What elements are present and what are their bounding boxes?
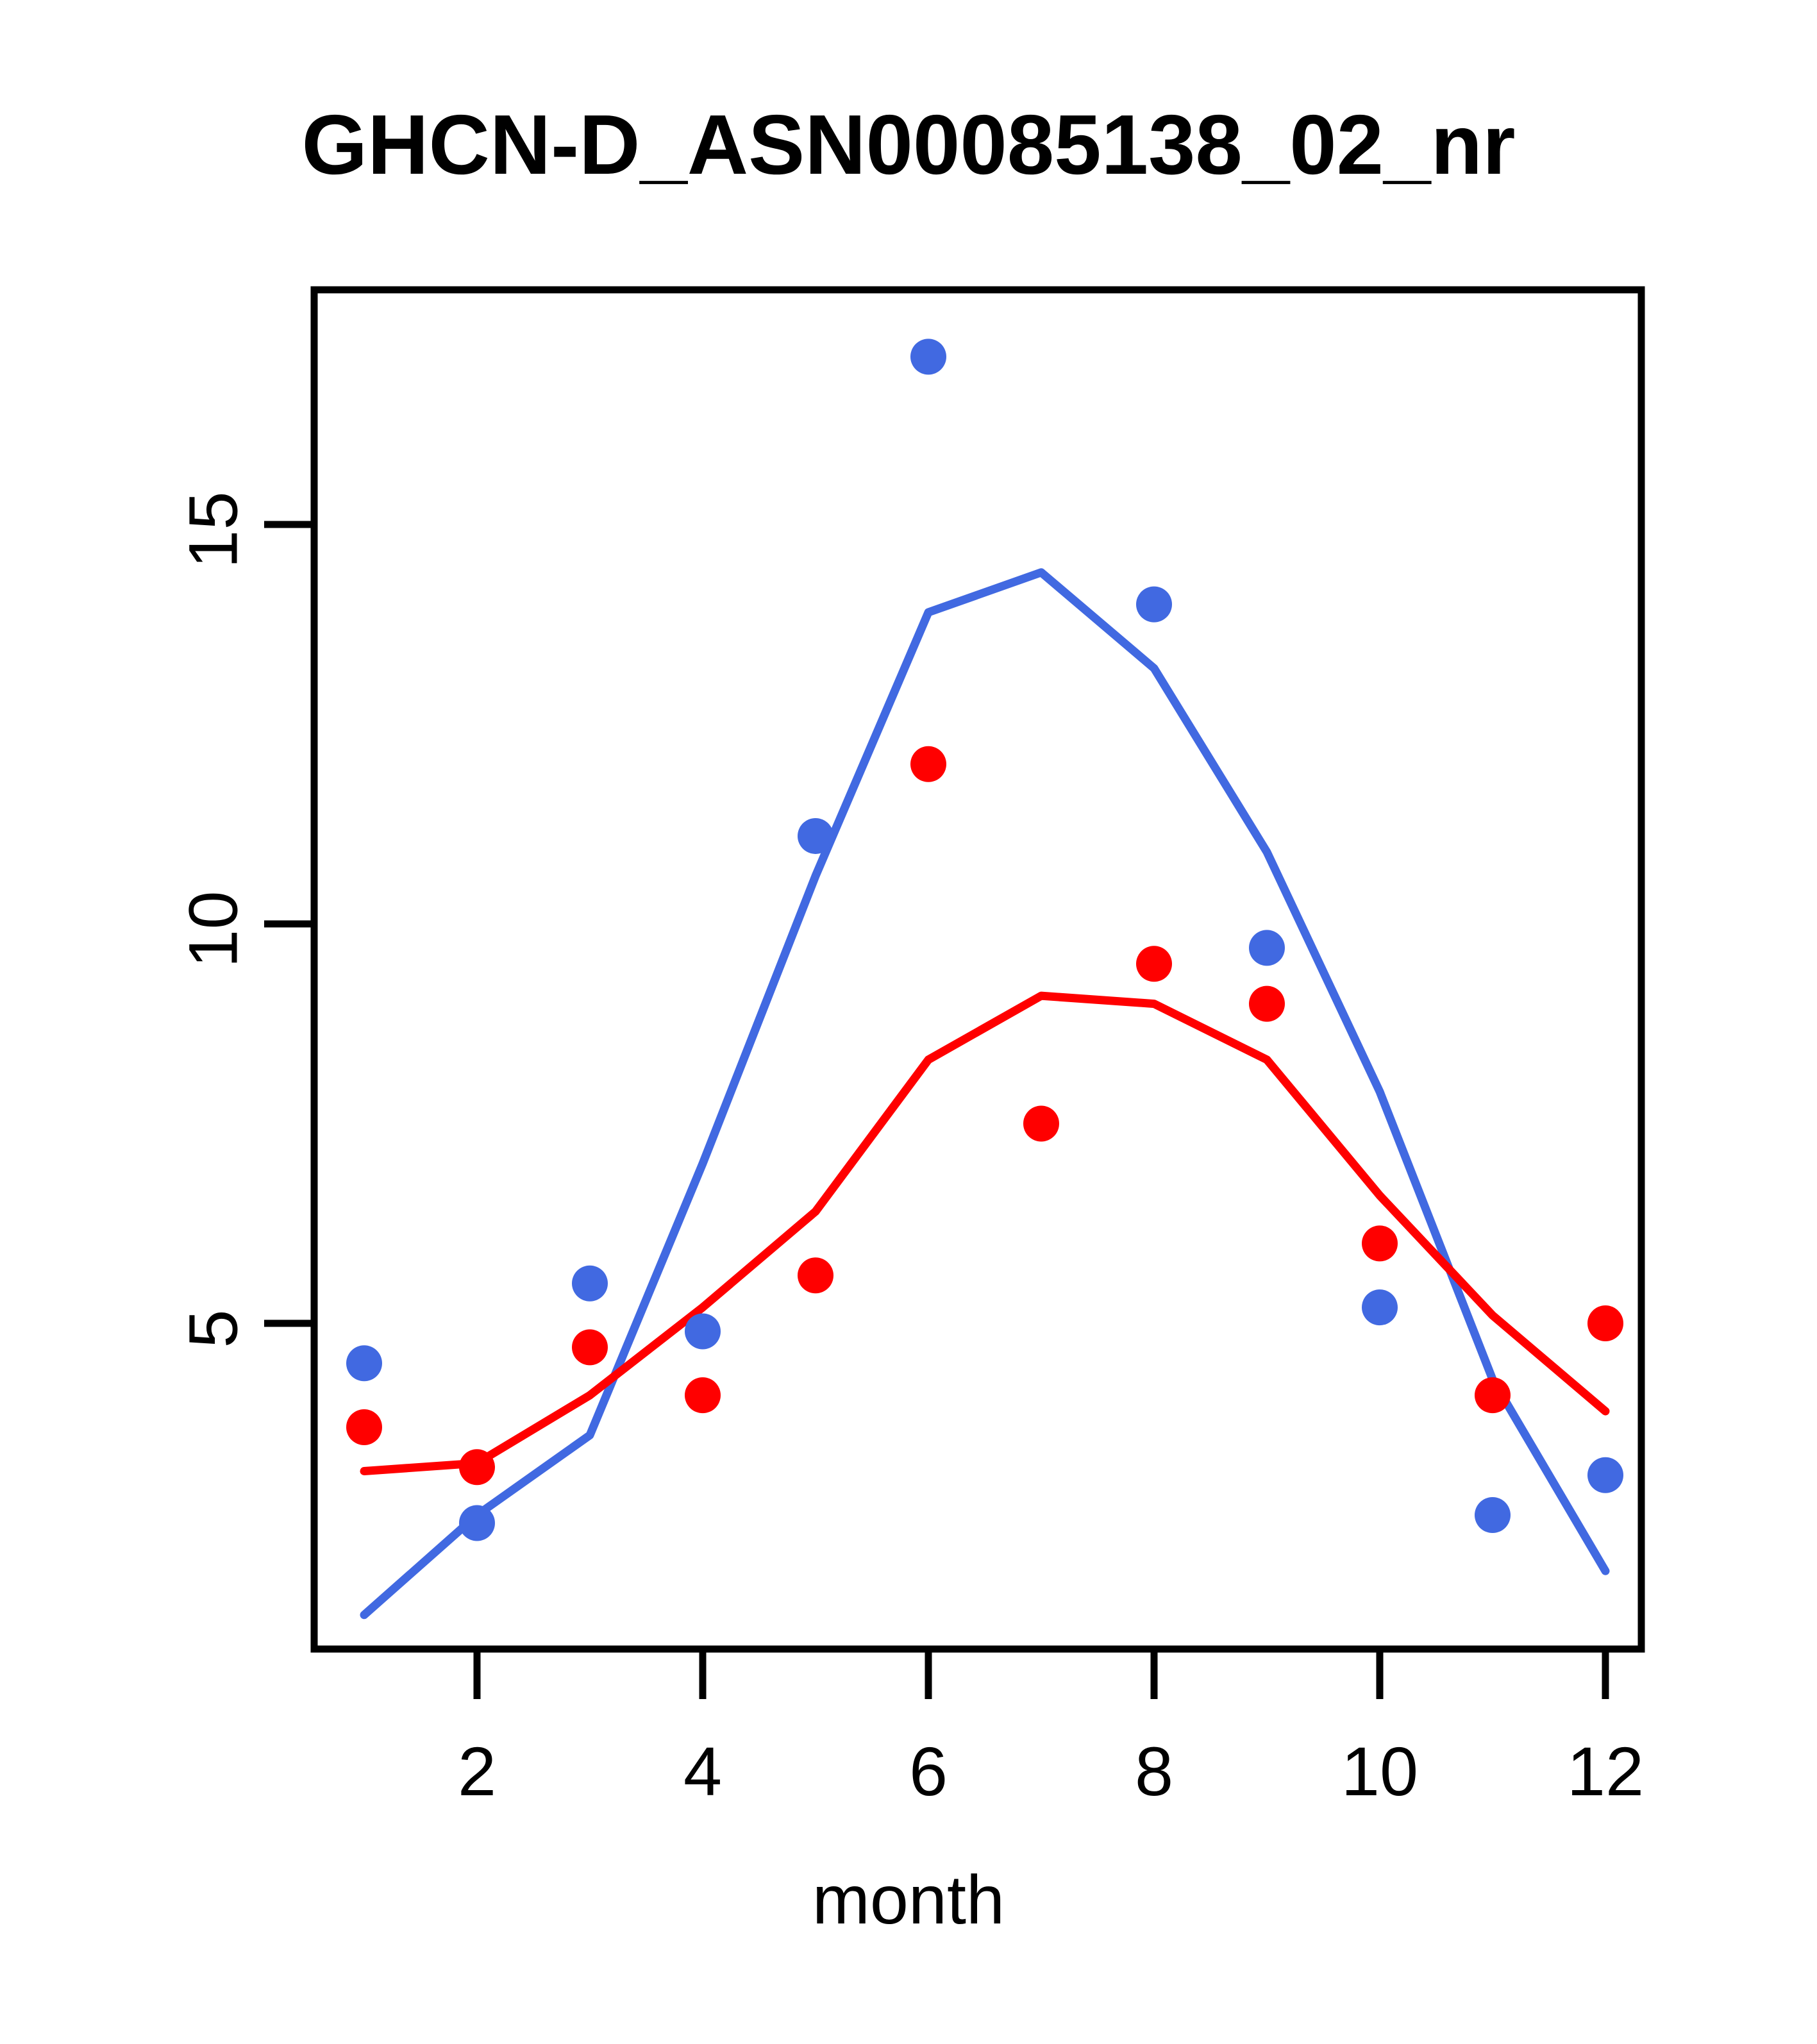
data-point-red-points	[1475, 1377, 1511, 1414]
data-point-red-points	[685, 1377, 721, 1414]
y-tick-label: 10	[174, 891, 252, 968]
x-tick-label: 12	[1566, 1732, 1645, 1810]
data-point-red-points	[1249, 985, 1285, 1022]
trend-line-red-line	[360, 991, 1610, 1476]
trend-lines	[360, 568, 1610, 1620]
data-point-red-points	[798, 1257, 833, 1294]
data-point-red-points	[1587, 1305, 1623, 1341]
x-tick-label: 8	[1134, 1732, 1174, 1810]
data-point-red-points	[572, 1329, 608, 1366]
data-point-red-points	[910, 746, 946, 782]
data-point-blue-points	[1249, 930, 1285, 966]
data-point-red-points	[459, 1449, 495, 1486]
plot-border	[310, 286, 1645, 1653]
trend-line-blue-line	[360, 568, 1610, 1620]
x-tick-label: 10	[1341, 1732, 1419, 1810]
data-point-blue-points	[1362, 1289, 1398, 1326]
data-point-blue-points	[910, 339, 946, 375]
axis-box	[310, 286, 1645, 1653]
y-axis-ticks	[264, 521, 314, 1327]
data-point-blue-points	[685, 1313, 721, 1350]
data-point-red-points	[1023, 1105, 1059, 1142]
x-axis-ticks	[473, 1649, 1609, 1699]
data-point-blue-points	[459, 1505, 495, 1541]
data-point-blue-points	[1475, 1497, 1511, 1534]
data-point-red-points	[1136, 946, 1172, 982]
data-point-blue-points	[346, 1345, 382, 1382]
data-point-red-points	[1362, 1225, 1398, 1262]
x-axis-label: month	[812, 1861, 1005, 1938]
chart-title: GHCN-D_ASN00085138_02_nr	[301, 97, 1516, 192]
data-point-red-points	[346, 1409, 382, 1445]
x-tick-label: 2	[457, 1732, 497, 1810]
y-tick-label: 5	[174, 1309, 252, 1348]
data-point-blue-points	[1136, 586, 1172, 623]
y-tick-label: 15	[174, 491, 252, 569]
data-point-blue-points	[798, 817, 833, 854]
data-point-blue-points	[1587, 1457, 1623, 1493]
x-tick-label: 4	[683, 1732, 723, 1810]
data-point-blue-points	[572, 1265, 608, 1302]
x-tick-label: 6	[908, 1732, 948, 1810]
data-points	[346, 339, 1623, 1541]
